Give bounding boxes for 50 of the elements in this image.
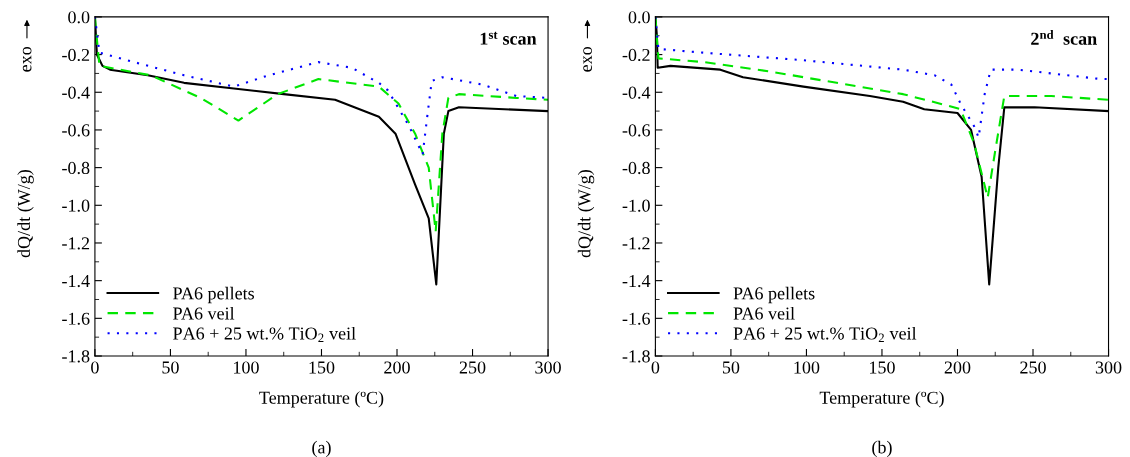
- x-tick-label: 300: [1095, 361, 1122, 374]
- text: (b): [872, 440, 892, 457]
- x-tick-label: 300: [535, 361, 561, 374]
- text: (a): [312, 440, 331, 457]
- y-tick-label: 0.0: [68, 11, 90, 24]
- y-tick-label: -0.2: [622, 48, 650, 62]
- x-tick-label: 50: [722, 361, 740, 374]
- legend-label: PA6 + 25 wt.% TiO$_{2}$ veil: [173, 326, 356, 342]
- x-tick-label: 200: [384, 361, 410, 374]
- x-tick-label: 200: [944, 361, 971, 374]
- x-tick-label: 0: [651, 361, 660, 374]
- x-tick-label: 150: [309, 361, 335, 374]
- y-tick-label: -1.0: [622, 199, 650, 212]
- y-axis-title: dQ/dt (W/g): [17, 170, 34, 258]
- y-tick-label: -0.8: [622, 161, 650, 175]
- legend-label: PA6 veil: [733, 306, 795, 320]
- x-tick-label: 250: [1020, 361, 1046, 374]
- x-tick-label: 150: [870, 361, 895, 374]
- text: exo: [583, 46, 592, 72]
- y-tick-label: -1.4: [622, 274, 651, 288]
- y-tick-label: -1.8: [62, 350, 90, 363]
- y-tick-label: -1.6: [622, 312, 650, 325]
- y-tick-label: -1.2: [62, 237, 90, 250]
- x-tick-label: 100: [234, 361, 259, 374]
- text: exo: [22, 46, 32, 72]
- text: 1$^{st}$ scan: [480, 31, 537, 45]
- x-tick-label: 0: [91, 361, 99, 374]
- x-axis-title: Temperature (ºC): [819, 391, 944, 408]
- legend-label: PA6 + 25 wt.% TiO$_{2}$ veil: [733, 326, 917, 342]
- legend-label: PA6 veil: [173, 306, 235, 320]
- legend-label: PA6 pellets: [173, 286, 255, 304]
- y-tick-label: -0.4: [62, 86, 90, 99]
- y-tick-label: -0.2: [62, 48, 90, 62]
- y-tick-label: 0.0: [628, 11, 650, 24]
- y-tick-label: -0.4: [622, 86, 651, 99]
- y-tick-label: -1.6: [62, 312, 90, 325]
- y-tick-label: -1.0: [62, 199, 90, 212]
- text: 2$^{nd}$ scan: [1031, 30, 1097, 45]
- x-tick-label: 50: [162, 361, 179, 374]
- y-tick-label: -1.2: [622, 237, 650, 250]
- y-axis-title: dQ/dt (W/g): [577, 170, 595, 258]
- y-tick-label: -0.8: [62, 161, 90, 175]
- y-tick-label: -0.6: [622, 124, 650, 137]
- y-tick-label: -1.8: [622, 350, 650, 363]
- y-tick-label: -0.6: [62, 124, 90, 137]
- x-axis-title: Temperature (ºC): [259, 391, 384, 408]
- legend-label: PA6 pellets: [733, 286, 815, 304]
- x-tick-label: 100: [794, 361, 820, 374]
- x-tick-label: 250: [459, 361, 486, 374]
- y-tick-label: -1.4: [62, 274, 90, 288]
